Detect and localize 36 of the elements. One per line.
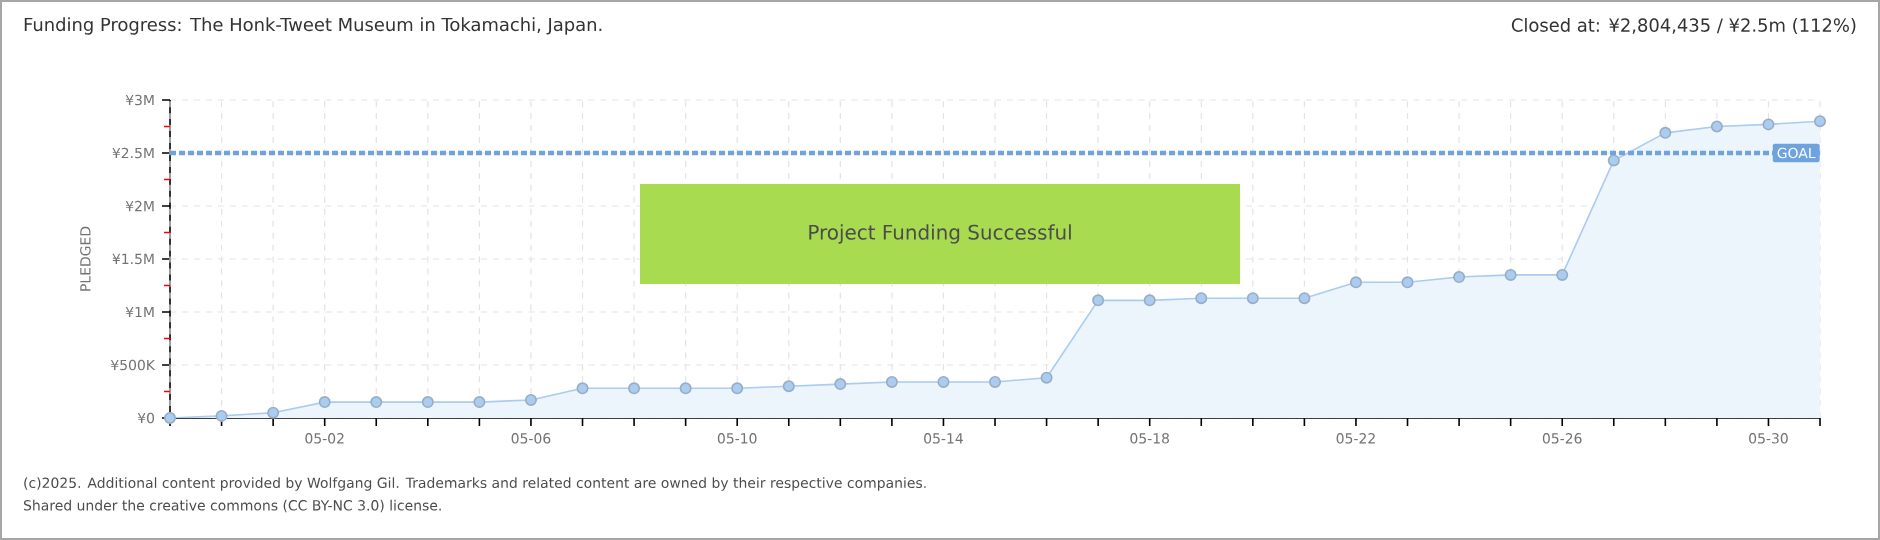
point (421, 396, 434, 409)
point (473, 396, 486, 409)
point (1401, 276, 1414, 289)
point (164, 412, 177, 424)
chart-subtitle: Closed at: ¥2,804,435 / ¥2.5m (112%) (1511, 18, 1856, 34)
point (782, 380, 795, 393)
point (1092, 294, 1105, 307)
point (524, 393, 537, 406)
point (1453, 271, 1466, 284)
point (1659, 126, 1672, 139)
point (628, 382, 641, 395)
point (1762, 118, 1775, 131)
point (1040, 371, 1053, 384)
point (1298, 292, 1311, 305)
point (576, 382, 589, 395)
point (679, 382, 692, 395)
point (937, 375, 950, 388)
point (1607, 154, 1620, 167)
point (1814, 115, 1827, 128)
point (370, 396, 383, 409)
annotation: Project Funding Successful (809, 224, 1071, 244)
point (318, 396, 331, 409)
point (215, 409, 228, 422)
point (885, 375, 898, 388)
point (1504, 268, 1517, 281)
point (989, 375, 1002, 388)
point (1143, 294, 1156, 307)
point (1556, 268, 1569, 281)
point (1710, 120, 1723, 133)
point (1195, 292, 1208, 305)
point (1349, 276, 1362, 289)
point (267, 406, 280, 419)
point (834, 378, 847, 391)
point (1246, 292, 1259, 305)
point (731, 382, 744, 395)
chart-title: Funding Progress: The Honk-Tweet Museum in Tokamachi, Japan. (24, 17, 602, 35)
